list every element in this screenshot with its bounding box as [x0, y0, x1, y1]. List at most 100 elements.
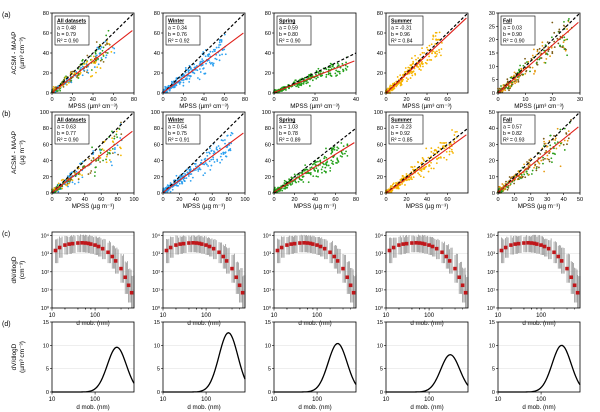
- x-tick-label: 40: [193, 197, 199, 203]
- scatter-point: [77, 178, 80, 181]
- scatter-point: [411, 70, 413, 73]
- scatter-point: [417, 172, 420, 175]
- scatter-point: [534, 163, 537, 166]
- scatter-point: [523, 173, 526, 176]
- x-tick-label: 40: [312, 197, 318, 203]
- scatter-point: [421, 157, 424, 159]
- scatter-point: [171, 188, 174, 191]
- scatter-point: [513, 182, 516, 185]
- y-tick-label: 0: [492, 191, 495, 197]
- scatter-point: [544, 61, 547, 64]
- scatter-point: [321, 171, 323, 174]
- scatter-point: [164, 86, 167, 89]
- scatter-point: [526, 161, 528, 163]
- x-tick-label: 20: [291, 197, 297, 203]
- median-marker: [453, 266, 457, 271]
- scatter-point: [307, 81, 309, 84]
- scatter-point: [169, 182, 172, 184]
- scatter-point: [295, 181, 298, 184]
- scatter-point: [563, 39, 566, 42]
- scatter-point: [284, 185, 287, 188]
- scatter-point: [562, 24, 565, 27]
- y-axis-label-units: (µg m⁻³): [19, 140, 26, 165]
- fit-stat: a = 0.48: [57, 26, 76, 32]
- panel-title: Winter: [168, 118, 184, 124]
- scatter-point: [101, 49, 104, 52]
- scatter-point: [402, 78, 404, 81]
- scatter-point: [519, 64, 521, 67]
- scatter-point: [399, 74, 402, 77]
- scatter-point: [546, 145, 549, 148]
- scatter-point: [71, 181, 74, 184]
- scatter-point: [109, 152, 111, 155]
- scatter-point: [91, 74, 94, 77]
- scatter-point: [388, 86, 391, 88]
- x-tick-label: 100: [536, 313, 547, 319]
- fit-stat: b = 0.78: [279, 131, 298, 137]
- y-tick-label: 80: [265, 126, 271, 132]
- scatter-point: [280, 185, 282, 188]
- scatter-point: [558, 45, 561, 47]
- scatter-point: [554, 153, 556, 156]
- one-to-one-line: [497, 111, 581, 194]
- scatter-point: [410, 176, 413, 179]
- scatter-point: [538, 166, 540, 169]
- scatter-point: [280, 90, 283, 93]
- y-tick-label: 25: [489, 24, 495, 30]
- scatter-point: [391, 185, 393, 188]
- median-marker: [76, 241, 80, 245]
- fit-stat: R² = 0.84: [391, 39, 413, 45]
- y-tick-label: 5: [492, 78, 495, 84]
- scatter-point: [554, 139, 557, 141]
- scatter-point: [438, 156, 440, 159]
- fit-line: [273, 142, 355, 193]
- fit-stat: b = 0.75: [168, 131, 187, 137]
- scatter-point: [524, 72, 527, 75]
- scatter-point: [92, 150, 95, 152]
- median-marker: [194, 241, 199, 245]
- scatter-point: [288, 87, 290, 90]
- scatter-point: [181, 182, 184, 185]
- scatter-point: [53, 187, 56, 190]
- stats-box: [165, 15, 201, 46]
- scatter-point: [216, 148, 219, 151]
- panel-title: Fall: [503, 19, 512, 25]
- x-tick-label: 100: [201, 397, 212, 403]
- scatter-point: [209, 168, 212, 171]
- scatter-point: [518, 68, 520, 71]
- scatter-point: [515, 72, 517, 75]
- scatter-point: [175, 77, 178, 80]
- median-marker: [67, 242, 71, 246]
- scatter-point: [550, 46, 553, 49]
- scatter-point: [546, 158, 549, 160]
- y-tick-label: 10⁴: [41, 234, 50, 240]
- row-letter: (c): [2, 231, 10, 238]
- scatter-point: [215, 53, 218, 56]
- y-tick-label: 0: [157, 390, 160, 396]
- y-tick-label: 20: [265, 175, 271, 181]
- scatter-point: [329, 169, 332, 172]
- scatter-point: [556, 37, 559, 40]
- scatter-point: [451, 129, 453, 131]
- median-marker: [302, 241, 306, 245]
- y-tick-label: 20: [489, 159, 495, 165]
- scatter-point: [307, 181, 310, 184]
- scatter-point: [513, 174, 516, 177]
- scatter-point: [97, 157, 100, 160]
- scatter-point: [426, 46, 428, 49]
- scatter-point: [399, 82, 402, 85]
- scatter-point: [422, 158, 425, 161]
- scatter-point: [197, 170, 200, 172]
- median-marker: [80, 241, 84, 245]
- fit-stat: a = 1.03: [279, 125, 298, 131]
- stats-box: [388, 114, 424, 145]
- scatter-point: [219, 155, 222, 158]
- one-to-one-line: [385, 12, 469, 94]
- scatter-point: [176, 184, 179, 187]
- median-marker: [178, 242, 182, 246]
- median-marker: [423, 242, 427, 246]
- scatter-point: [273, 186, 276, 189]
- scatter-point: [550, 157, 553, 160]
- x-tick-label: 40: [424, 97, 430, 103]
